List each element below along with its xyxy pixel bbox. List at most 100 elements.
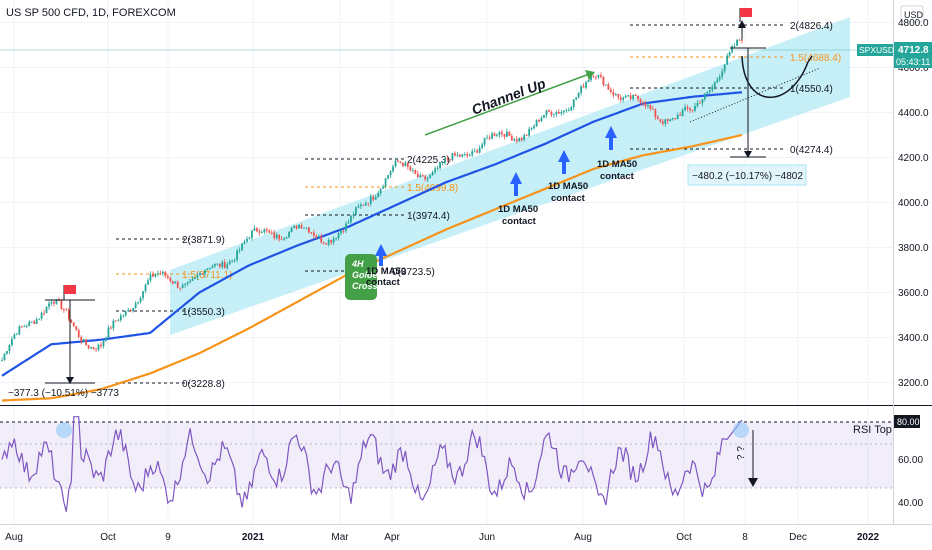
candle-body (149, 274, 152, 281)
candle-body (406, 162, 409, 167)
ma50-contact-arrow-4 (605, 126, 617, 150)
rsi-down-arrow-head (748, 478, 758, 487)
candle-body (208, 268, 211, 269)
candle-body (461, 154, 464, 157)
candle-body (545, 110, 548, 115)
candle-body (664, 119, 667, 124)
candle-body (439, 162, 441, 169)
candle-body (503, 133, 506, 137)
ma50-contact-3-l1: 1D MA50 (548, 181, 588, 192)
candle-body (560, 112, 563, 114)
time-tick-label: 8 (742, 532, 748, 543)
candle-body (290, 227, 293, 232)
candle-body (639, 99, 642, 103)
candle-body (325, 243, 328, 245)
time-tick-label: 2022 (857, 532, 880, 543)
candle-body (92, 347, 95, 349)
fib-b-2-label: 2(4225.3) (407, 155, 450, 166)
candle-body (525, 134, 528, 136)
candle-body (330, 240, 333, 243)
candle-body (379, 188, 382, 194)
candle-body (132, 307, 135, 312)
candle-body (456, 154, 459, 156)
fib-c-15-label: 1.5(4688.4) (790, 53, 841, 64)
candle-body (367, 203, 370, 205)
candle-body (513, 139, 516, 141)
candle-body (473, 150, 476, 152)
candle-body (139, 298, 142, 302)
candle-body (533, 126, 536, 129)
golden-cross-line1: 4H (351, 259, 364, 269)
candle-body (458, 154, 461, 157)
candle-body (699, 102, 701, 104)
candle-body (577, 92, 580, 98)
candle-body (389, 171, 392, 176)
candle-body (659, 119, 662, 122)
candle-body (174, 281, 177, 284)
candle-body (280, 239, 283, 241)
candle-body (661, 121, 664, 124)
candle-body (632, 94, 635, 99)
candle-body (166, 275, 169, 278)
candle-body (288, 231, 290, 238)
candle-body (441, 162, 444, 163)
candle-body (189, 280, 191, 283)
candle-body (260, 232, 263, 233)
flag-right-icon (740, 8, 752, 17)
candle-body (293, 225, 295, 228)
candle-body (689, 108, 691, 111)
candle-body (580, 86, 583, 93)
candle-body (582, 86, 585, 88)
currency-badge[interactable] (900, 5, 924, 23)
candles-layer (1, 38, 743, 362)
candle-body (426, 177, 429, 180)
drop-left-label: −377.3 (−10.51%) −3773 (8, 388, 119, 399)
candle-body (112, 320, 115, 329)
candle-body (13, 334, 16, 339)
fib-b-1-label: 1(3974.4) (407, 211, 450, 222)
golden-cross-line3: Cross (352, 281, 378, 291)
candle-body (468, 155, 471, 157)
time-tick-label: Dec (789, 532, 807, 543)
candle-body (478, 147, 481, 153)
candle-body (592, 76, 595, 78)
candle-body (595, 77, 597, 79)
candle-body (164, 271, 167, 276)
candle-body (409, 166, 412, 171)
candle-body (109, 327, 112, 329)
candle-body (129, 309, 132, 312)
candle-body (721, 71, 724, 77)
candle-body (404, 162, 407, 167)
candle-body (414, 170, 417, 174)
candle-body (345, 223, 347, 231)
candle-body (444, 158, 446, 163)
rsi-top-label: RSI Top (853, 424, 892, 436)
candle-body (711, 86, 714, 91)
candle-body (340, 230, 342, 234)
candle-body (117, 319, 120, 321)
candle-body (67, 310, 70, 320)
candle-body (674, 118, 677, 120)
candle-body (570, 107, 573, 111)
candle-body (20, 326, 23, 328)
candle-body (322, 242, 325, 244)
candle-body (706, 91, 709, 94)
candle-body (463, 154, 466, 155)
candle-body (488, 137, 491, 139)
candle-body (374, 197, 377, 200)
candle-body (317, 236, 320, 238)
candle-body (508, 131, 511, 137)
candle-body (243, 241, 246, 244)
candle-body (694, 106, 696, 111)
candle-body (540, 117, 543, 122)
candle-body (15, 334, 18, 336)
channel-up-band (170, 17, 850, 335)
candle-body (315, 235, 318, 238)
candle-body (483, 138, 486, 145)
candle-body (30, 321, 33, 323)
candle-body (394, 160, 397, 167)
drop-right-box (687, 164, 807, 186)
candle-body (95, 348, 97, 350)
candle-body (736, 39, 738, 46)
